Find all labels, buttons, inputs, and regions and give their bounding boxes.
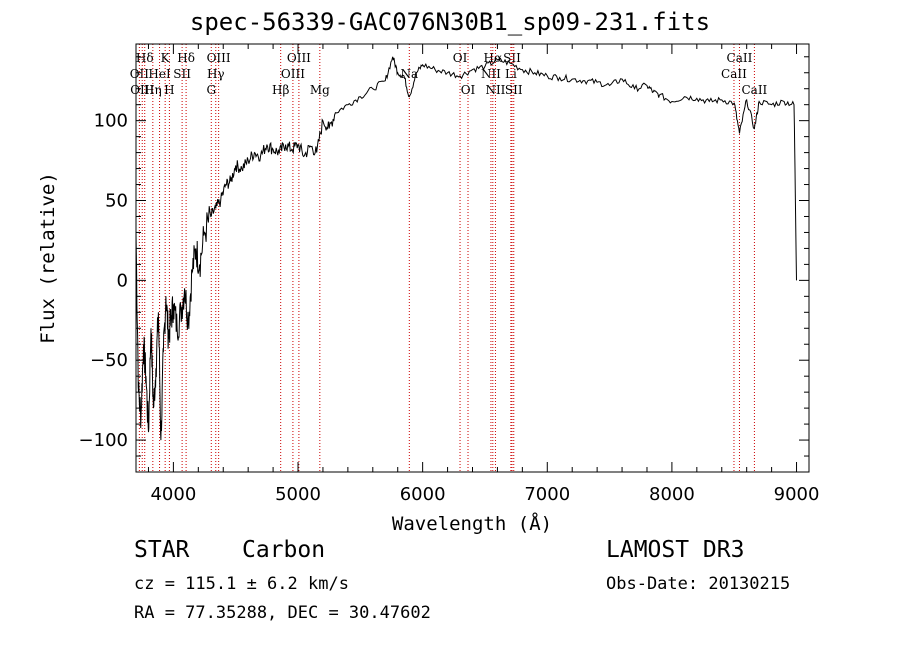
emission-line-label: NII bbox=[485, 83, 505, 97]
x-axis-label: Wavelength (Å) bbox=[392, 512, 552, 535]
y-tick-label: 50 bbox=[105, 191, 128, 212]
x-tick-label: 5000 bbox=[275, 484, 321, 505]
emission-line-label: OI bbox=[453, 51, 468, 65]
emission-line-label: OI bbox=[461, 83, 476, 97]
emission-line-label: SII bbox=[173, 67, 191, 81]
survey-name: LAMOST DR3 bbox=[606, 537, 745, 563]
x-tick-label: 6000 bbox=[400, 484, 446, 505]
emission-line-label: OII bbox=[130, 67, 150, 81]
y-tick-label: 0 bbox=[117, 270, 128, 291]
x-tick-label: 7000 bbox=[524, 484, 570, 505]
emission-line-label: Li bbox=[505, 67, 517, 81]
emission-line-label: Hδ bbox=[136, 51, 154, 65]
emission-line-label: Hγ bbox=[207, 67, 225, 81]
chart-title: spec-56339-GAC076N30B1_sp09-231.fits bbox=[189, 8, 711, 36]
x-tick-label: 9000 bbox=[774, 484, 820, 505]
emission-line-label: CaII bbox=[721, 67, 747, 81]
x-tick-label: 4000 bbox=[150, 484, 196, 505]
emission-line-label: NII bbox=[481, 67, 501, 81]
emission-line-label: CaII bbox=[741, 83, 767, 97]
redshift-velocity: cz = 115.1 ± 6.2 km/s bbox=[134, 574, 349, 594]
object-class: STAR bbox=[134, 537, 190, 563]
emission-line-label: K bbox=[161, 51, 171, 65]
x-tick-label: 8000 bbox=[649, 484, 695, 505]
emission-line-label: Hδ bbox=[177, 51, 195, 65]
object-subclass: Carbon bbox=[242, 537, 326, 563]
observation-date: Obs-Date: 20130215 bbox=[606, 574, 791, 594]
emission-line-label: OIII bbox=[207, 51, 231, 65]
emission-line-label: SII bbox=[505, 83, 523, 97]
emission-line-label: Na bbox=[400, 67, 418, 81]
emission-line-label: Hβ bbox=[272, 83, 289, 97]
coordinates: RA = 77.35288, DEC = 30.47602 bbox=[134, 603, 431, 623]
emission-line-label: HeI bbox=[148, 67, 171, 81]
emission-line-label: Hα bbox=[484, 51, 503, 65]
y-tick-label: −100 bbox=[79, 430, 128, 451]
spectrum-line bbox=[135, 56, 797, 441]
y-axis-label: Flux (relative) bbox=[37, 172, 59, 344]
y-tick-label: −50 bbox=[90, 350, 128, 371]
emission-line-label: H bbox=[164, 83, 174, 97]
plot-frame bbox=[135, 43, 810, 473]
emission-line-label: Hη bbox=[144, 83, 162, 97]
emission-line-label: G bbox=[206, 83, 216, 97]
emission-line-label: OIII bbox=[281, 67, 305, 81]
y-tick-label: 100 bbox=[94, 111, 128, 132]
emission-line-label: OIII bbox=[287, 51, 311, 65]
axis-ticks: 4000 5000 6000 7000 8000 9000 −100 −50 0 50 100 bbox=[79, 44, 820, 505]
emission-line-label: CaII bbox=[727, 51, 753, 65]
emission-line-label: Mg bbox=[310, 83, 330, 97]
